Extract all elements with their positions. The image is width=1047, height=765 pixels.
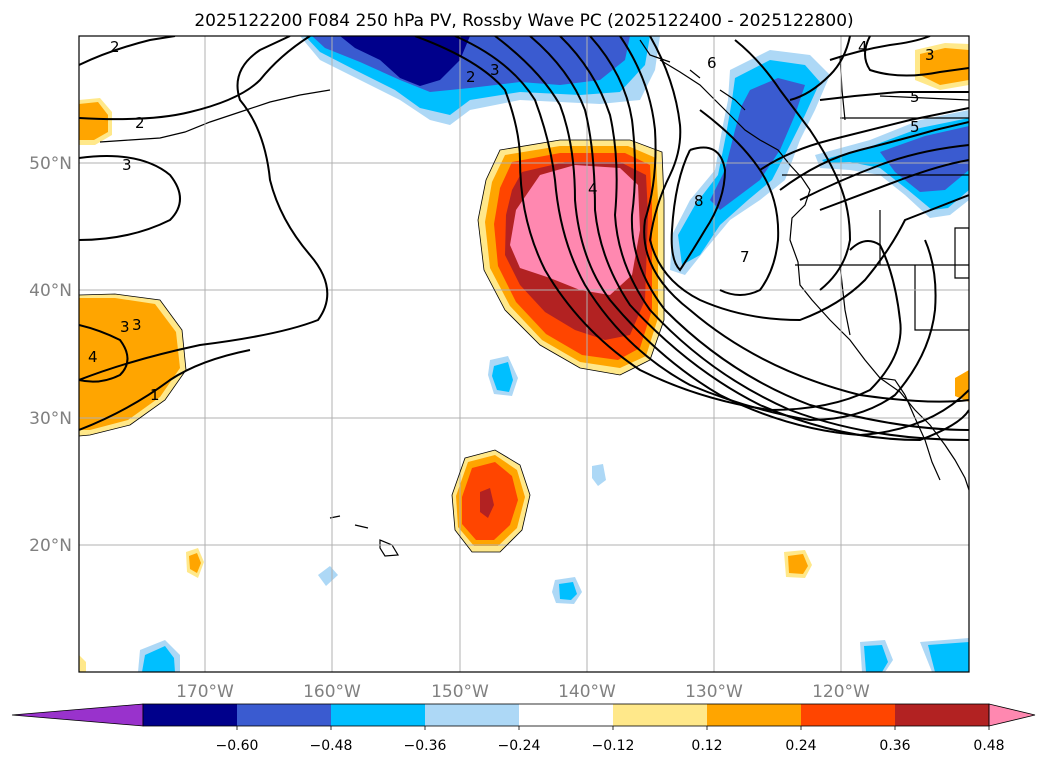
colorbar-tick-label: 0.24 <box>785 738 816 754</box>
colorbar-segment <box>707 704 801 726</box>
contour-label: 5 <box>910 118 920 136</box>
contour-label: 5 <box>910 88 920 106</box>
contour-label: 3 <box>490 61 500 79</box>
lat-label-50n: 50°N <box>29 154 72 174</box>
map-frame <box>78 35 970 673</box>
colorbar-tick-label: −0.36 <box>404 738 447 754</box>
lat-label-20n: 20°N <box>29 536 72 556</box>
pv-contours <box>79 36 969 442</box>
colorbar-tick-label: 0.12 <box>691 738 722 754</box>
lat-label-40n: 40°N <box>29 281 72 301</box>
colorbar-extend-high <box>988 703 1036 727</box>
colorbar-tick-label: −0.24 <box>498 738 541 754</box>
contour-label: 2 <box>466 68 476 86</box>
colorbar <box>11 703 1036 727</box>
colorbar-segment <box>425 704 519 726</box>
colorbar-ticks: −0.60 −0.48 −0.36 −0.24 −0.12 0.12 0.24 0.36 0.4… <box>216 726 1005 754</box>
colorbar-tick-label: −0.60 <box>216 738 259 754</box>
longitude-labels: 170°W 160°W 150°W 140°W 130°W 120°W <box>176 682 870 702</box>
contour-label: 1 <box>150 386 160 404</box>
colorbar-tick-label: 0.36 <box>879 738 910 754</box>
latitude-labels: 50°N 40°N 30°N 20°N <box>29 154 72 556</box>
colorbar-tick-label: 0.48 <box>973 738 1004 754</box>
contour-label: 3 <box>132 316 142 334</box>
contour-label: 6 <box>707 54 717 72</box>
contour-label: 2 <box>110 38 120 56</box>
colorbar-tick-label: −0.12 <box>592 738 635 754</box>
colorbar-extend-low <box>11 703 144 727</box>
lon-label-170w: 170°W <box>176 682 234 702</box>
figure-title: 2025122200 F084 250 hPa PV, Rossby Wave … <box>194 11 853 31</box>
colorbar-segment <box>331 704 425 726</box>
colorbar-segment <box>519 704 613 726</box>
colorbar-segment <box>143 704 237 726</box>
lon-label-130w: 130°W <box>685 682 743 702</box>
lat-label-30n: 30°N <box>29 409 72 429</box>
contour-label: 3 <box>122 156 132 174</box>
contour-label: 4 <box>858 38 868 56</box>
contour-label: 2 <box>135 114 145 132</box>
contour-label: 8 <box>694 192 704 210</box>
contour-label: 3 <box>120 318 130 336</box>
anomaly-outlines <box>79 139 665 553</box>
lon-label-160w: 160°W <box>303 682 361 702</box>
negative-anomaly-fields <box>138 36 969 672</box>
contour-label: 3 <box>925 46 935 64</box>
contour-label: 7 <box>740 248 750 266</box>
lon-label-120w: 120°W <box>812 682 870 702</box>
lon-label-140w: 140°W <box>558 682 616 702</box>
contour-label: 4 <box>88 348 98 366</box>
colorbar-segment <box>237 704 331 726</box>
colorbar-segment <box>613 704 707 726</box>
colorbar-segment <box>801 704 895 726</box>
lon-label-150w: 150°W <box>431 682 489 702</box>
contour-labels: 2 2 3 3 2 3 4 5 5 6 8 7 4 3 4 3 1 <box>88 38 935 404</box>
colorbar-tick-label: −0.48 <box>310 738 353 754</box>
colorbar-segment <box>895 704 989 726</box>
contour-label: 4 <box>588 180 598 198</box>
colorbar-outline <box>142 703 990 727</box>
map-area <box>79 36 969 672</box>
